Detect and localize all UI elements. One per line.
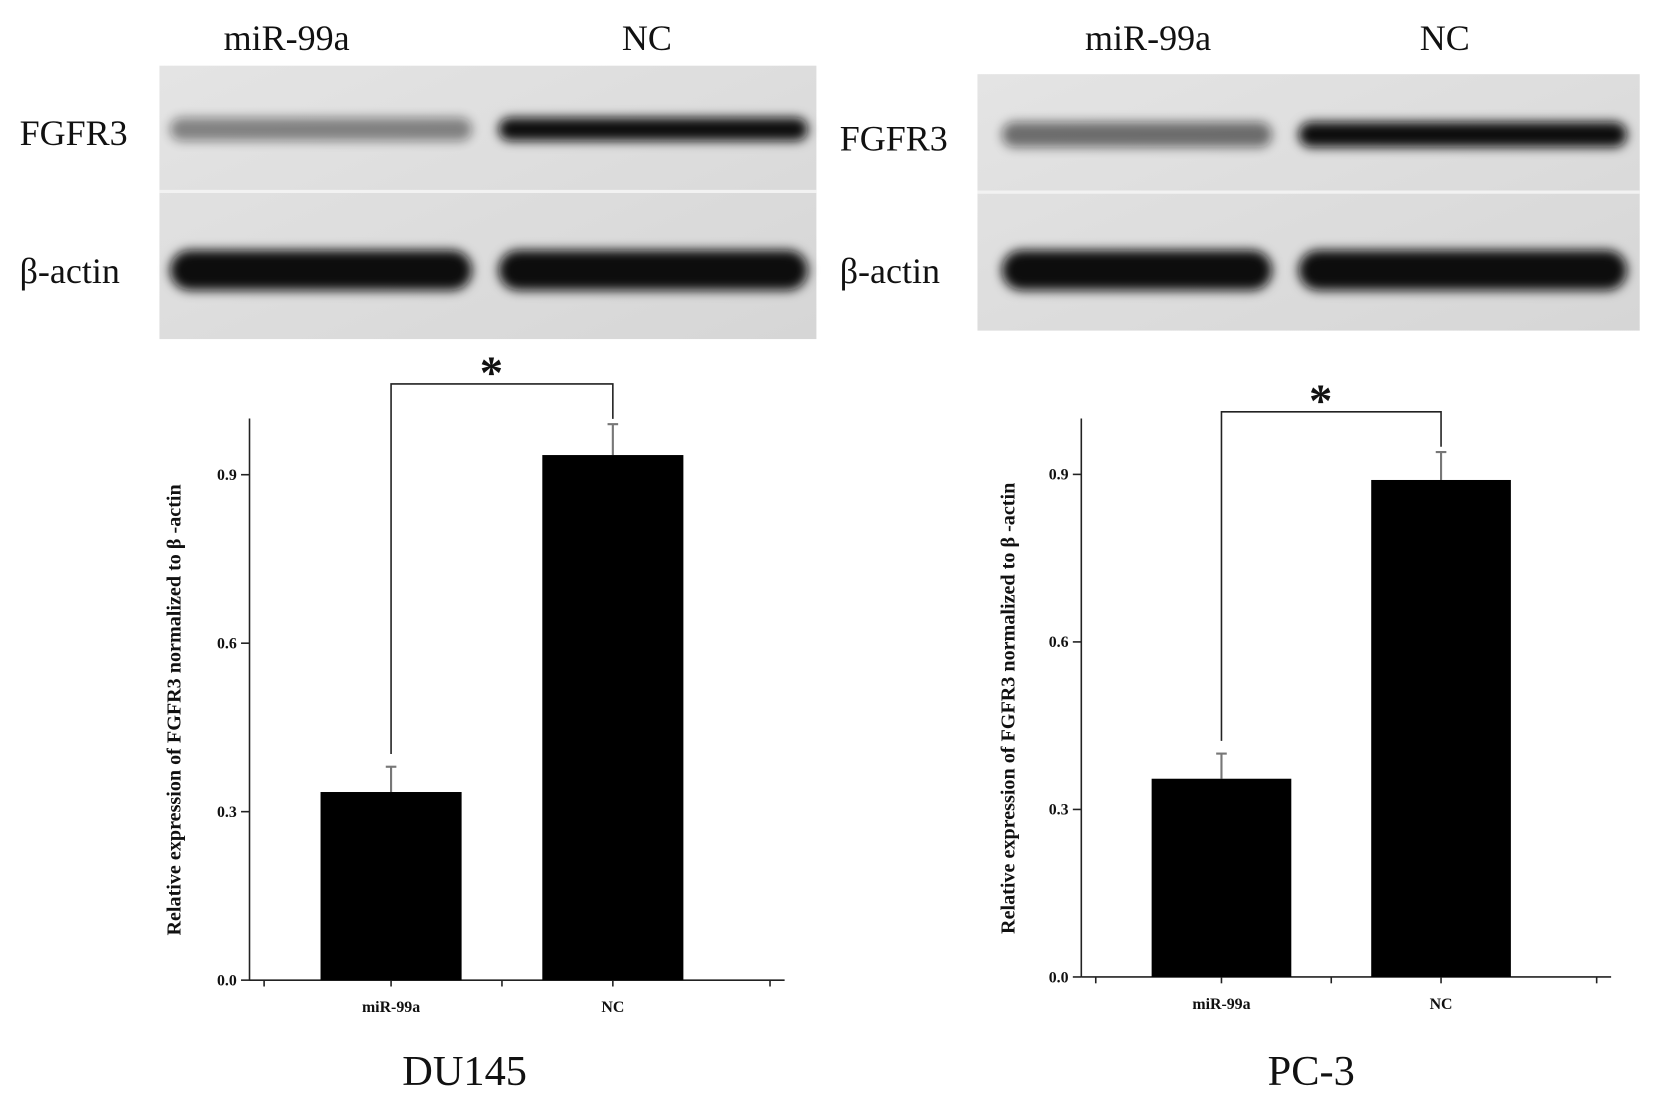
x-tick-label: NC <box>601 999 624 1016</box>
blot-background <box>159 65 817 340</box>
y-tick-label: 0.0 <box>1049 969 1069 986</box>
bar <box>1151 778 1292 977</box>
blot-band <box>170 250 473 291</box>
blot-lane-label: miR-99a <box>1085 18 1211 58</box>
y-tick-label: 0.3 <box>217 804 237 821</box>
y-tick-label: 0.6 <box>1049 634 1069 651</box>
significance-bracket <box>1220 410 1442 741</box>
blot-lane-label: miR-99a <box>224 18 350 58</box>
blot-row-label: β-actin <box>20 251 120 291</box>
y-tick-label: 0.6 <box>217 635 237 652</box>
significance-annotation: * <box>1309 375 1332 427</box>
blot-background <box>977 74 1640 331</box>
significance-annotation: * <box>480 347 503 399</box>
blot-band <box>1001 121 1273 148</box>
blot-row-label: FGFR3 <box>20 113 128 153</box>
y-tick-label: 0.9 <box>1049 467 1069 484</box>
bar <box>1371 479 1511 977</box>
x-tick-label: NC <box>1430 996 1453 1013</box>
blot-lane-label: NC <box>1420 18 1470 58</box>
blot-band <box>498 250 808 291</box>
blot-row-label: FGFR3 <box>840 118 948 158</box>
y-tick-label: 0.3 <box>1049 802 1069 819</box>
blot-band <box>498 117 808 141</box>
x-tick-label: miR-99a <box>362 999 420 1016</box>
panel-caption: PC-3 <box>1268 1048 1355 1095</box>
bar <box>320 792 462 981</box>
blot-row-label: β-actin <box>840 251 940 291</box>
blot-band <box>1298 121 1628 148</box>
y-axis-label: Relative expression of FGFR3 normalized … <box>164 484 186 935</box>
bar <box>542 455 684 981</box>
x-tick-label: miR-99a <box>1192 996 1250 1013</box>
blot-band <box>1298 250 1628 291</box>
y-tick-label: 0.9 <box>217 467 237 484</box>
panel-caption: DU145 <box>402 1048 527 1095</box>
y-tick-label: 0.0 <box>217 972 237 989</box>
blot-band <box>1001 250 1273 291</box>
blot-band <box>170 117 473 141</box>
blot-lane-label: NC <box>622 18 672 58</box>
y-axis-label: Relative expression of FGFR3 normalized … <box>998 483 1020 934</box>
significance-bracket <box>390 383 614 755</box>
